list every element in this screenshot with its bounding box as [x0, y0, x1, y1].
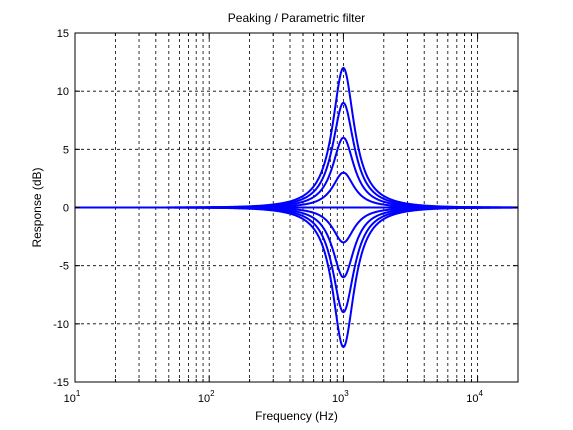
x-tick-label: 101 [64, 389, 81, 405]
curve-layer [74, 66, 519, 349]
x-tick-label: 102 [198, 389, 215, 405]
y-tick-label: 15 [57, 28, 69, 40]
x-axis-label: Frequency (Hz) [255, 409, 338, 423]
y-tick-label: 5 [63, 144, 69, 156]
chart-title: Peaking / Parametric filter [228, 11, 365, 25]
x-tick-label: 104 [466, 389, 483, 405]
response-curve [74, 206, 519, 349]
y-tick-label: 0 [63, 203, 69, 215]
y-axis-label: Response (dB) [30, 167, 44, 247]
y-tick-label: -15 [53, 377, 69, 389]
y-tick-label: -5 [59, 261, 69, 273]
y-tick-label: -10 [53, 319, 69, 331]
tick-layer: -15 -10 -5 0 5 10 15 101 102 103 104 [53, 28, 519, 405]
x-tick-label: 103 [332, 389, 349, 405]
y-tick-label: 10 [57, 86, 69, 98]
